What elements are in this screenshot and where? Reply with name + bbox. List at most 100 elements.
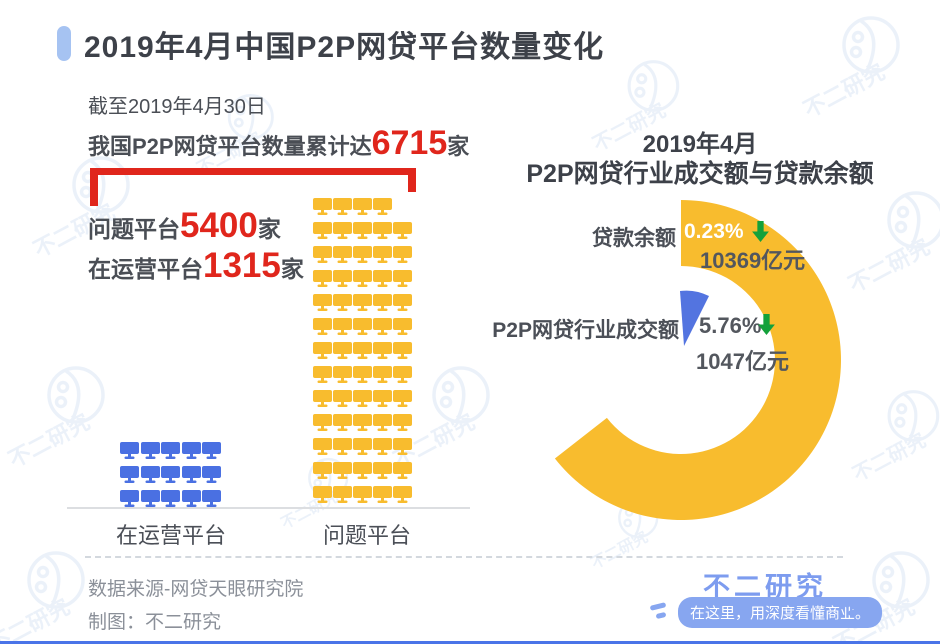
monitor-icon bbox=[393, 414, 412, 431]
monitor-icon bbox=[353, 246, 372, 263]
monitor-icon bbox=[313, 462, 332, 479]
monitor-icon bbox=[393, 222, 412, 239]
stat-operating-platforms: 在运营平台1315家 bbox=[88, 246, 304, 286]
red-bracket-bar bbox=[90, 168, 416, 175]
donut-slice-loan-balance bbox=[554, 200, 841, 520]
brand-watermark: 不二研究 bbox=[4, 366, 105, 472]
monitor-icon bbox=[333, 438, 352, 455]
monitor-icon bbox=[313, 486, 332, 503]
monitor-icon bbox=[333, 390, 352, 407]
loan-balance-value: 10369亿元 bbox=[700, 248, 806, 273]
monitor-icon bbox=[393, 246, 412, 263]
monitor-icon bbox=[373, 270, 392, 287]
monitor-icon bbox=[353, 342, 372, 359]
monitor-icon bbox=[373, 462, 392, 479]
monitor-icon bbox=[333, 270, 352, 287]
monitor-icon bbox=[333, 486, 352, 503]
monitor-icon bbox=[140, 490, 160, 507]
monitor-icon bbox=[181, 442, 201, 459]
monitor-icon bbox=[353, 486, 372, 503]
monitor-icon bbox=[161, 466, 180, 483]
monitor-icon bbox=[313, 390, 332, 407]
monitor-icon bbox=[313, 270, 332, 287]
monitor-icon bbox=[373, 438, 392, 455]
monitor-icon bbox=[313, 438, 332, 455]
monitor-icon bbox=[313, 342, 332, 359]
monitor-icon bbox=[313, 366, 332, 383]
monitor-icon bbox=[373, 342, 392, 359]
monitor-icon bbox=[373, 366, 392, 383]
donut-chart bbox=[554, 200, 841, 520]
monitor-icon bbox=[181, 466, 201, 483]
monitor-icon bbox=[373, 294, 392, 311]
monitor-icon bbox=[353, 222, 372, 239]
monitor-icon bbox=[313, 318, 332, 335]
red-bracket-right-leg bbox=[408, 168, 416, 192]
monitor-icon bbox=[140, 442, 160, 459]
stat-label: 在运营平台 bbox=[88, 256, 203, 282]
monitor-icon bbox=[161, 490, 180, 507]
monitor-icon bbox=[202, 442, 221, 459]
stat-label: 问题平台 bbox=[88, 216, 180, 242]
total-platforms-line: 我国P2P网贷平台数量累计达6715家 bbox=[88, 124, 469, 163]
loan-balance-label: 贷款余额 bbox=[592, 227, 676, 250]
monitor-icon bbox=[393, 294, 412, 311]
monitor-icon bbox=[393, 366, 412, 383]
pill-dash-decoration bbox=[649, 602, 667, 611]
data-source-text: 数据来源-网贷天眼研究院 bbox=[88, 579, 304, 600]
monitor-icon bbox=[353, 294, 372, 311]
x-label-operating: 在运营平台 bbox=[115, 523, 226, 548]
svg-text:不二研究: 不二研究 bbox=[389, 409, 478, 472]
stat-problem-platforms: 问题平台5400家 bbox=[88, 206, 281, 246]
monitor-icon bbox=[120, 490, 139, 507]
svg-text:不二研究: 不二研究 bbox=[0, 594, 74, 644]
monitor-icon bbox=[313, 294, 332, 311]
monitor-icon bbox=[393, 462, 412, 479]
monitor-icon bbox=[333, 222, 352, 239]
monitor-icon bbox=[393, 270, 412, 287]
total-value: 6715 bbox=[371, 124, 448, 162]
monitor-icon bbox=[393, 318, 412, 335]
monitor-icon bbox=[120, 466, 139, 483]
monitor-icon bbox=[333, 366, 352, 383]
monitor-icon bbox=[333, 294, 352, 311]
monitor-icon bbox=[333, 342, 352, 359]
monitor-icon bbox=[333, 462, 352, 479]
down-arrow-icon bbox=[758, 314, 775, 335]
monitor-icon bbox=[353, 414, 372, 431]
monitor-icon bbox=[373, 414, 392, 431]
monitor-icon bbox=[353, 366, 372, 383]
monitor-icon bbox=[202, 466, 221, 483]
total-suffix: 家 bbox=[447, 134, 470, 159]
monitor-icon bbox=[333, 318, 352, 335]
monitor-icon bbox=[353, 270, 372, 287]
stat-suffix: 家 bbox=[280, 256, 304, 282]
bottom-edge-strip bbox=[0, 641, 940, 644]
svg-text:不二研究: 不二研究 bbox=[799, 59, 888, 122]
down-arrow-icon bbox=[752, 221, 769, 242]
monitor-icon bbox=[353, 318, 372, 335]
monitor-icon bbox=[373, 222, 392, 239]
monitor-icon bbox=[313, 414, 332, 431]
monitor-icon bbox=[373, 318, 392, 335]
loan-balance-change: 0.23% bbox=[684, 220, 744, 243]
date-note: 截至2019年4月30日 bbox=[88, 96, 266, 118]
monitor-icon bbox=[333, 246, 352, 263]
monitor-icon bbox=[393, 342, 412, 359]
monitor-icon bbox=[373, 486, 392, 503]
credit-text: 制图：不二研究 bbox=[88, 612, 222, 633]
monitor-icon bbox=[353, 462, 372, 479]
monitor-icon bbox=[313, 246, 332, 263]
monitor-icon bbox=[373, 198, 392, 215]
donut-slice-turnover bbox=[680, 290, 709, 346]
x-label-problem: 问题平台 bbox=[322, 523, 411, 548]
turnover-label: P2P网贷行业成交额 bbox=[492, 319, 679, 342]
total-prefix: 我国P2P网贷平台数量累计达 bbox=[88, 134, 372, 159]
monitor-icon bbox=[120, 442, 139, 459]
monitor-icon bbox=[333, 198, 352, 215]
stat-value: 1315 bbox=[203, 246, 281, 285]
monitor-icon bbox=[313, 198, 332, 215]
stat-value: 5400 bbox=[180, 206, 258, 245]
monitor-icon bbox=[181, 490, 201, 507]
monitor-icon bbox=[353, 438, 372, 455]
